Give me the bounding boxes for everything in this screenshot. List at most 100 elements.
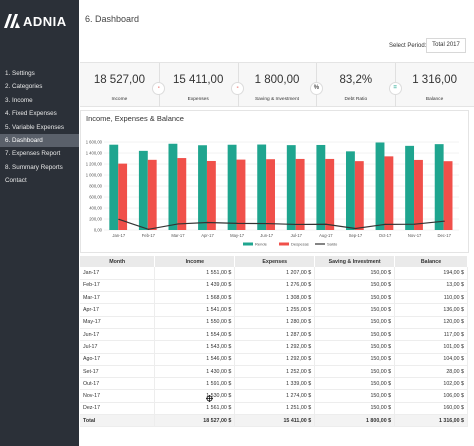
- sidebar-item[interactable]: 2. Categories: [5, 83, 43, 91]
- table-cell: 110,00 $: [394, 291, 468, 305]
- expenses-bar: [118, 163, 128, 230]
- table-cell: 28,00 $: [394, 365, 468, 379]
- x-tick-label: Feb-17: [142, 233, 156, 238]
- table-row: Jan-17 1 551,00 $1 207,00 $150,00 $194,00…: [80, 267, 468, 280]
- table-cell: 150,00 $: [314, 402, 396, 416]
- table-cell: 1 339,00 $: [234, 377, 316, 391]
- adnia-logo-icon: [4, 14, 20, 28]
- table-cell: Jul-17: [80, 340, 156, 354]
- sidebar-item[interactable]: Contact: [5, 177, 27, 185]
- kpi-label: Saving & Investment: [254, 97, 299, 102]
- sidebar-item[interactable]: 4. Fixed Expenses: [5, 110, 57, 118]
- table-row: Feb-17 1 439,00 $1 276,00 $150,00 $13,00 …: [80, 279, 468, 293]
- x-tick-label: Aug-17: [319, 233, 333, 238]
- income-bar: [109, 144, 119, 230]
- table-cell: 1 543,00 $: [154, 340, 236, 354]
- balance-point: [147, 228, 149, 230]
- table-cell: 1 308,00 $: [234, 291, 316, 305]
- table-row: Ago-17 1 546,00 $1 292,00 $150,00 $104,00…: [80, 353, 468, 366]
- balance-point: [384, 223, 386, 225]
- table-cell: 102,00 $: [394, 377, 468, 391]
- chart-title: Income, Expenses & Balance: [86, 114, 184, 123]
- balance-point: [266, 222, 268, 225]
- balance-point: [325, 223, 327, 225]
- table-row: Nov-17 1 530,00 $1 274,00 $150,00 $106,00…: [80, 389, 468, 403]
- table-cell: 150,00 $: [314, 389, 396, 403]
- balance-point: [206, 221, 209, 224]
- income-bar: [375, 142, 385, 230]
- table-cell: 150,00 $: [314, 365, 396, 379]
- sidebar-item[interactable]: 1. Settings: [5, 70, 35, 77]
- table-cell: 136,00 $: [394, 303, 468, 317]
- kpi-label: Debt Ratio: [344, 97, 368, 102]
- header-saving: Saving & Investment: [314, 256, 396, 267]
- table-cell: 150,00 $: [314, 267, 396, 280]
- table-cell: 1 207,00 $: [234, 267, 316, 280]
- table-cell: Total: [80, 414, 156, 428]
- kpi-value: 18 527,00: [93, 74, 145, 86]
- table-cell: 1 274,00 $: [234, 389, 316, 403]
- table-cell: Nov-17: [80, 389, 156, 403]
- expenses-bar: [177, 158, 187, 230]
- table-row: Out-17 1 591,00 $1 339,00 $150,00 $102,00…: [80, 377, 468, 391]
- sidebar: ADNIA 1. Settings 2. Categories 3. Income 4…: [0, 0, 79, 446]
- y-tick-label: 1 200,00: [86, 162, 103, 167]
- income-bar: [227, 144, 237, 230]
- table-cell: 117,00 $: [394, 328, 468, 342]
- balance-point: [236, 222, 238, 224]
- period-select[interactable]: Total 2017: [426, 38, 466, 53]
- expenses-bar: [325, 158, 335, 230]
- sidebar-item[interactable]: 7. Expenses Report: [5, 150, 61, 158]
- x-tick-label: Jan-17: [112, 233, 125, 238]
- expenses-bar: [443, 161, 453, 230]
- kpi-card: 1 316,00 Balance: [395, 63, 474, 107]
- sidebar-item[interactable]: 6. Dashboard: [0, 133, 79, 148]
- equals-icon: =: [388, 82, 402, 95]
- legend-swatch: [243, 242, 253, 246]
- table-cell: 15 411,00 $: [234, 414, 316, 428]
- sidebar-item[interactable]: 5. Variable Expenses: [5, 123, 65, 131]
- header-month: Month: [80, 256, 156, 267]
- table-cell: 150,00 $: [314, 340, 396, 354]
- expenses-bar: [266, 159, 275, 230]
- table-cell: Ago-17: [80, 353, 156, 366]
- balance-point: [177, 223, 179, 225]
- income-bar: [168, 143, 178, 230]
- sidebar-item[interactable]: 8. Summary Reports: [5, 163, 63, 171]
- header-income: Income: [154, 256, 236, 267]
- table-cell: 150,00 $: [314, 377, 396, 391]
- legend-label: Rende: [255, 242, 268, 247]
- header-balance: Balance: [394, 256, 468, 267]
- table-cell: 106,00 $: [394, 389, 468, 403]
- minus-icon: -: [152, 82, 166, 95]
- page-title: 6. Dashboard: [85, 14, 140, 24]
- table-cell: Feb-17: [80, 279, 156, 293]
- kpi-card: 83,2% Debt Ratio: [316, 63, 395, 107]
- table-cell: 1 554,00 $: [154, 328, 236, 342]
- y-tick-label: 0,00: [94, 228, 103, 233]
- table-cell: Out-17: [80, 377, 156, 391]
- table-cell: 160,00 $: [394, 402, 468, 416]
- table-cell: 150,00 $: [314, 316, 396, 329]
- table-cell: Jan-17: [80, 267, 156, 280]
- table-cell: 1 276,00 $: [234, 279, 316, 293]
- expenses-bar: [384, 156, 394, 230]
- expenses-bar: [354, 161, 364, 230]
- x-tick-label: Dec-17: [437, 233, 451, 238]
- period-label: Select Period:: [389, 43, 427, 49]
- table-cell: 194,00 $: [394, 267, 468, 280]
- summary-table-wrap: Month Income Expenses Saving & Investmen…: [80, 256, 468, 428]
- table-cell: 1 251,00 $: [234, 402, 316, 416]
- table-cell: Apr-17: [80, 303, 156, 317]
- brand-logo[interactable]: ADNIA: [4, 10, 76, 32]
- kpi-value: 83,2%: [339, 74, 373, 86]
- table-cell: 1 280,00 $: [234, 316, 316, 329]
- table-cell: 1 541,00 $: [154, 303, 236, 317]
- kpi-value: 1 316,00: [412, 74, 457, 86]
- income-bar: [405, 145, 415, 230]
- sidebar-item[interactable]: 3. Income: [5, 96, 33, 104]
- table-cell: 1 292,00 $: [234, 340, 316, 354]
- balance-line: [118, 218, 445, 230]
- income-bar: [286, 145, 296, 230]
- table-row: Dez-17 1 561,00 $1 251,00 $150,00 $160,00…: [80, 402, 468, 416]
